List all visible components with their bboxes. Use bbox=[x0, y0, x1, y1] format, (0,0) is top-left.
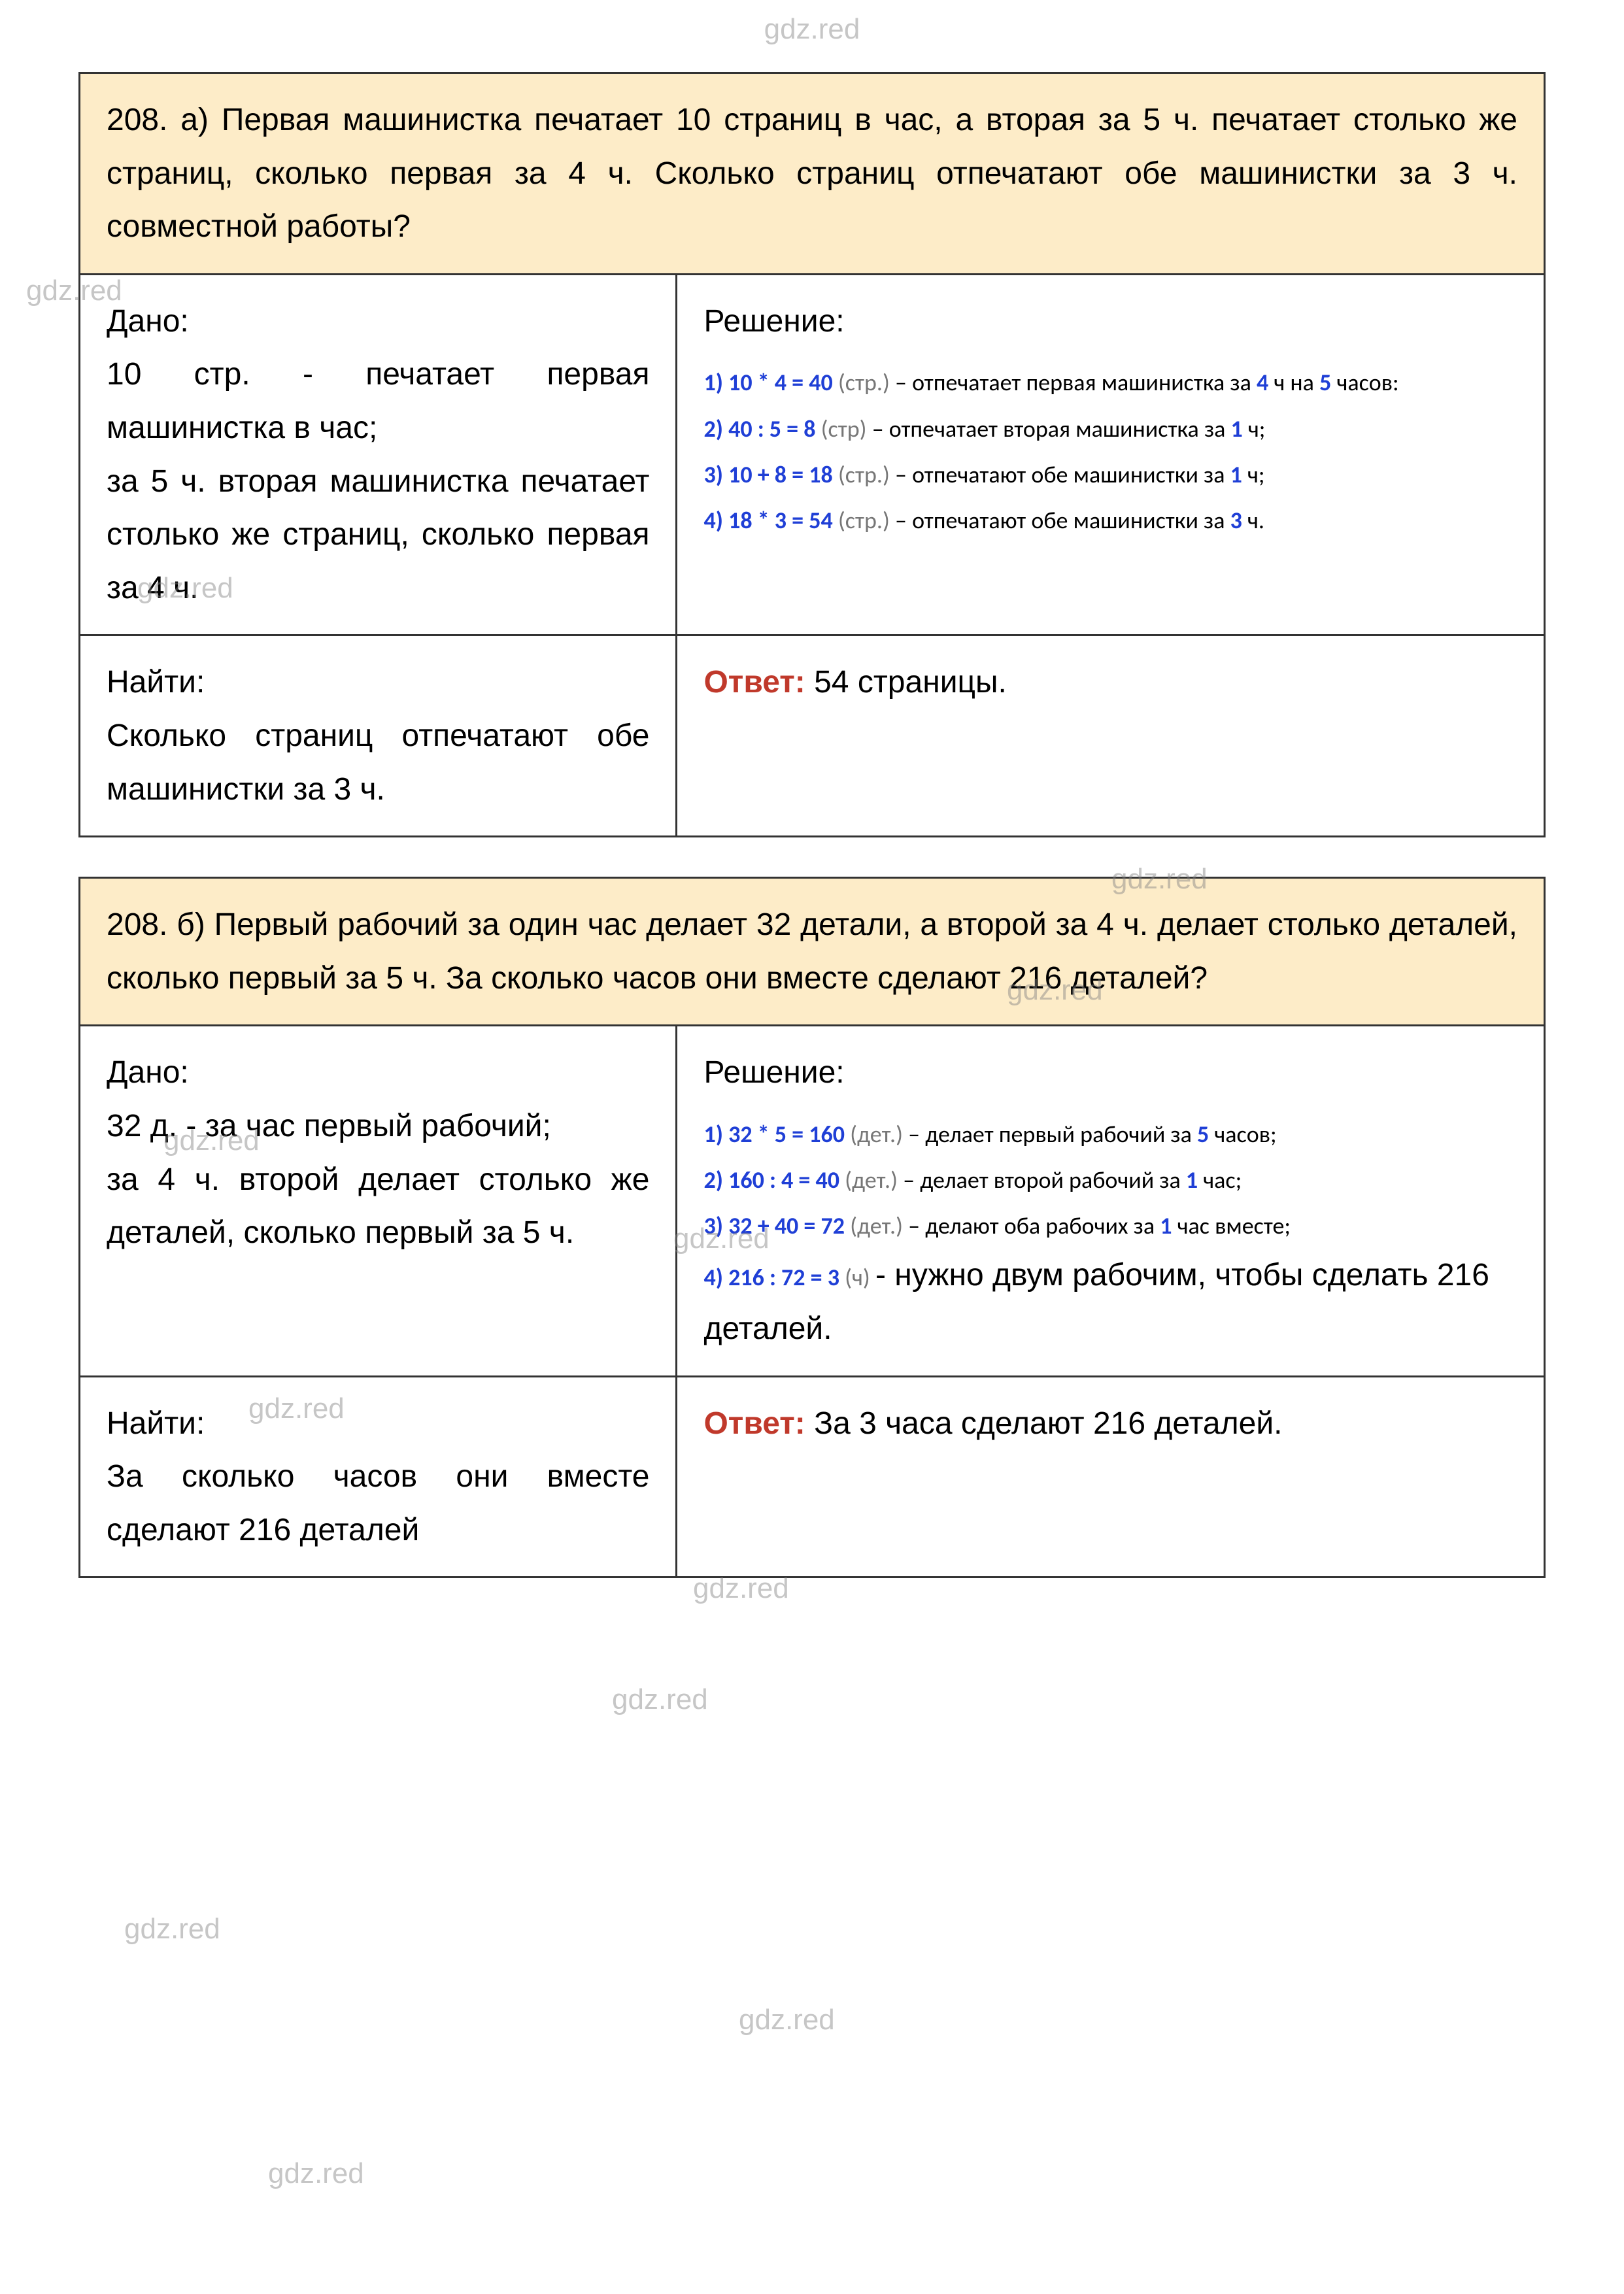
step-unit: (стр) bbox=[821, 414, 867, 443]
find-text: Сколько страниц отпечатают обе машинистк… bbox=[107, 709, 649, 816]
find-label: Найти: bbox=[107, 656, 649, 709]
step-expr: 40 : 5 = 8 bbox=[728, 414, 815, 443]
step-unit: (ч) bbox=[845, 1263, 870, 1292]
step-4: 4) 216 : 72 = 3 (ч) bbox=[703, 1263, 875, 1292]
answer-label: Ответ: bbox=[703, 665, 805, 700]
problem-b-find-cell: Найти: За сколько часов они вместе сдела… bbox=[80, 1375, 677, 1577]
step-expr: 10 + 8 = 18 bbox=[728, 460, 833, 489]
step-1: 1) 32 * 5 = 160 (дет.) – делает первый р… bbox=[703, 1111, 1517, 1157]
given-text: 10 стр. - печатает первая машинистка в ч… bbox=[107, 348, 649, 615]
step-number: 1) bbox=[703, 1120, 722, 1149]
step-number: 1) bbox=[703, 368, 722, 397]
step-unit: (стр.) bbox=[838, 506, 890, 535]
step-expr: 216 : 72 = 3 bbox=[728, 1263, 839, 1292]
page-header: gdz.red bbox=[0, 0, 1624, 72]
step-unit: (дет.) bbox=[850, 1211, 903, 1240]
step-expr: 32 + 40 = 72 bbox=[728, 1211, 845, 1240]
problem-a-statement: 208. а) Первая машинистка печатает 10 ст… bbox=[80, 74, 1544, 275]
watermark-text: gdz.red bbox=[612, 1683, 708, 1716]
step-unit: (стр.) bbox=[838, 460, 890, 489]
problem-a-steps: 1) 10 * 4 = 40 (стр.) – отпечатает перва… bbox=[703, 360, 1517, 543]
problem-b-steps: 1) 32 * 5 = 160 (дет.) – делает первый р… bbox=[703, 1111, 1517, 1356]
step-number: 4) bbox=[703, 1263, 722, 1292]
find-label: Найти: bbox=[107, 1397, 649, 1451]
step-expr: 160 : 4 = 40 bbox=[728, 1166, 839, 1194]
problem-b-solution-cell: Решение: 1) 32 * 5 = 160 (дет.) – делает… bbox=[677, 1026, 1544, 1375]
step-unit: (дет.) bbox=[850, 1120, 903, 1149]
problem-a-container: 208. а) Первая машинистка печатает 10 ст… bbox=[78, 72, 1546, 837]
step-expr: 18 * 3 = 54 bbox=[728, 506, 833, 535]
watermark-text: gdz.red bbox=[739, 2004, 835, 2036]
step-number: 2) bbox=[703, 1166, 722, 1194]
step-expr: 10 * 4 = 40 bbox=[728, 368, 833, 397]
step-2: 2) 160 : 4 = 40 (дет.) – делает второй р… bbox=[703, 1157, 1517, 1203]
solution-label: Решение: bbox=[703, 295, 1517, 348]
problem-b-body: Дано: 32 д. - за час первый рабочий; за … bbox=[80, 1026, 1544, 1576]
given-label: Дано: bbox=[107, 1046, 649, 1100]
solution-label: Решение: bbox=[703, 1046, 1517, 1100]
given-text: 32 д. - за час первый рабочий; за 4 ч. в… bbox=[107, 1100, 649, 1260]
problem-a-find-cell: Найти: Сколько страниц отпечатают обе ма… bbox=[80, 634, 677, 835]
step-desc: – отпечатает первая машинистка за 4 ч на… bbox=[895, 368, 1399, 397]
header-watermark: gdz.red bbox=[764, 13, 860, 45]
problem-a-solution-cell: Решение: 1) 10 * 4 = 40 (стр.) – отпечат… bbox=[677, 275, 1544, 635]
step-number: 2) bbox=[703, 414, 722, 443]
step-desc: – делают оба рабочих за 1 час вместе; bbox=[908, 1211, 1291, 1240]
step-desc: – отпечатают обе машинистки за 1 ч; bbox=[895, 460, 1265, 489]
step-3: 3) 32 + 40 = 72 (дет.) – делают оба рабо… bbox=[703, 1203, 1517, 1249]
problem-a-body: Дано: 10 стр. - печатает первая машинист… bbox=[80, 275, 1544, 835]
answer-label: Ответ: bbox=[703, 1406, 805, 1441]
step-desc: – отпечатает вторая машинистка за 1 ч; bbox=[872, 414, 1266, 443]
problem-b-container: 208. б) Первый рабочий за один час делае… bbox=[78, 877, 1546, 1578]
step-2: 2) 40 : 5 = 8 (стр) – отпечатает вторая … bbox=[703, 406, 1517, 452]
step-desc: – отпечатают обе машинистки за 3 ч. bbox=[895, 506, 1264, 535]
watermark-text: gdz.red bbox=[124, 1913, 220, 1946]
problem-b-answer-cell: Ответ: За 3 часа сделают 216 деталей. bbox=[677, 1375, 1544, 1577]
step-number: 4) bbox=[703, 506, 722, 535]
step-desc: – делает второй рабочий за 1 час; bbox=[903, 1166, 1242, 1194]
problem-a-answer-cell: Ответ: 54 страницы. bbox=[677, 634, 1544, 835]
step-1: 1) 10 * 4 = 40 (стр.) – отпечатает перва… bbox=[703, 360, 1517, 405]
answer-text: 54 страницы. bbox=[805, 665, 1007, 700]
problem-a-given-cell: Дано: 10 стр. - печатает первая машинист… bbox=[80, 275, 677, 635]
step-unit: (стр.) bbox=[838, 368, 890, 397]
step-unit: (дет.) bbox=[845, 1166, 898, 1194]
step-number: 3) bbox=[703, 1211, 722, 1240]
watermark-text: gdz.red bbox=[268, 2157, 364, 2190]
problem-b-given-cell: Дано: 32 д. - за час первый рабочий; за … bbox=[80, 1026, 677, 1375]
step-3: 3) 10 + 8 = 18 (стр.) – отпечатают обе м… bbox=[703, 452, 1517, 498]
step-number: 3) bbox=[703, 460, 722, 489]
problem-b-statement: 208. б) Первый рабочий за один час делае… bbox=[80, 879, 1544, 1026]
answer-text: За 3 часа сделают 216 деталей. bbox=[805, 1406, 1283, 1441]
step-expr: 32 * 5 = 160 bbox=[728, 1120, 845, 1149]
step-desc: – делает первый рабочий за 5 часов; bbox=[908, 1120, 1276, 1149]
find-text: За сколько часов они вместе сделают 216 … bbox=[107, 1450, 649, 1557]
given-label: Дано: bbox=[107, 295, 649, 348]
step-4: 4) 18 * 3 = 54 (стр.) – отпечатают обе м… bbox=[703, 498, 1517, 543]
